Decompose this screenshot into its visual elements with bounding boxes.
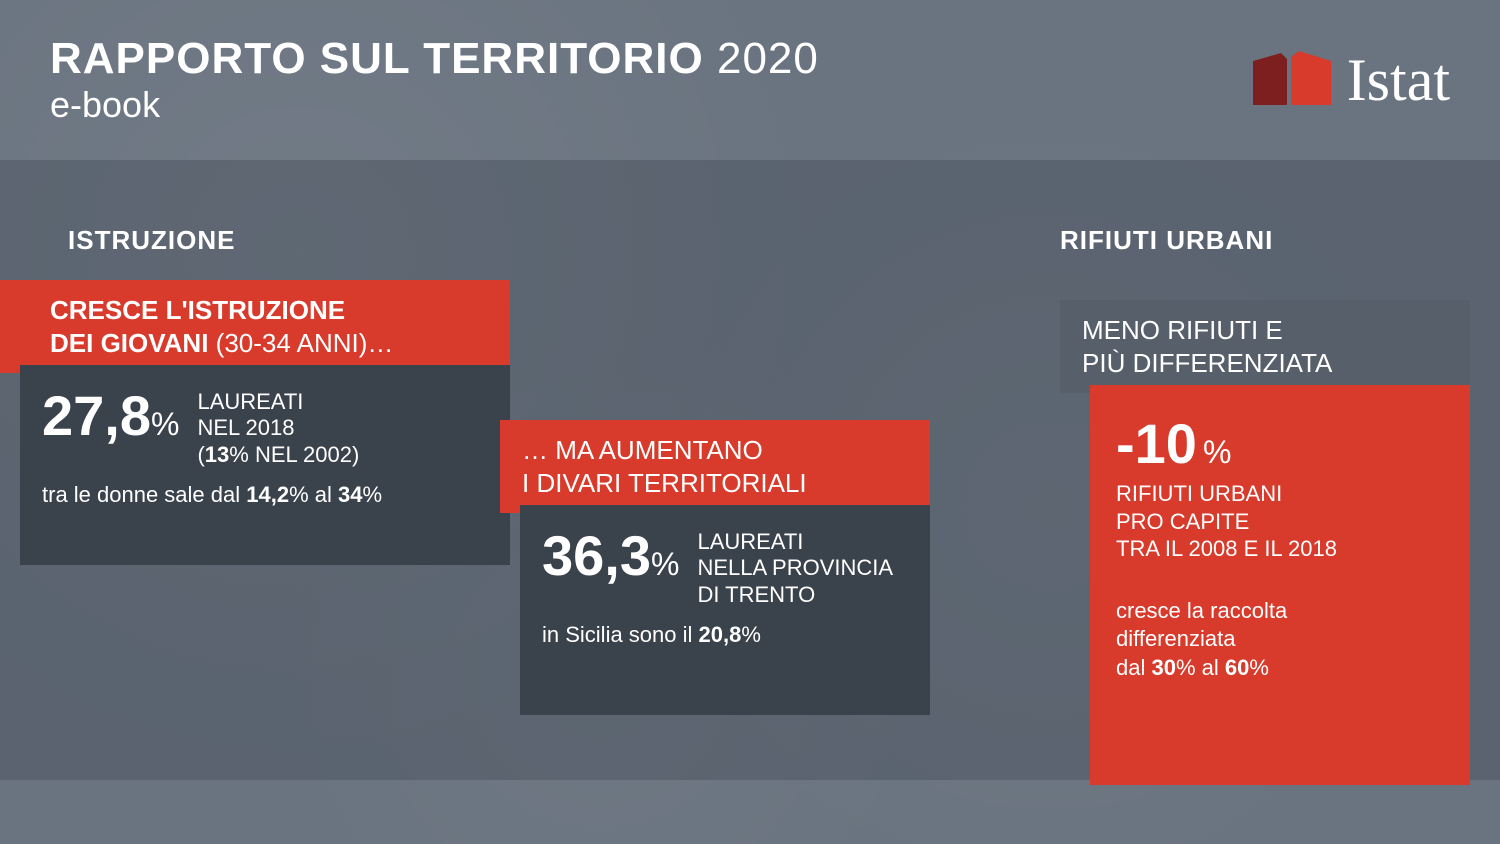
left-stat-d1: LAUREATI	[197, 389, 359, 415]
right-sub: RIFIUTI URBANI PRO CAPITE TRA IL 2008 E …	[1116, 480, 1444, 563]
left-stat-panel: 27,8% LAUREATI NEL 2018 (13% NEL 2002) t…	[20, 365, 510, 565]
middle-stat-panel: 36,3% LAUREATI NELLA PROVINCIA DI TRENTO…	[520, 505, 930, 715]
mid-stat-desc: LAUREATI NELLA PROVINCIA DI TRENTO	[697, 529, 893, 608]
subtitle: e-book	[50, 85, 819, 125]
istat-logo-text: Istat	[1347, 46, 1450, 115]
title-block: RAPPORTO SUL TERRITORIO 2020 e-book	[50, 35, 819, 125]
title-bold: RAPPORTO SUL TERRITORIO	[50, 34, 704, 83]
left-stat-number: 27,8%	[42, 383, 179, 448]
left-red-l2a: DEI GIOVANI	[50, 328, 216, 358]
title-year: 2020	[717, 34, 819, 83]
header: RAPPORTO SUL TERRITORIO 2020 e-book Ista…	[0, 0, 1500, 160]
section-label-istruzione: ISTRUZIONE	[68, 225, 235, 256]
left-stat-d3: (13% NEL 2002)	[197, 442, 359, 468]
page-title: RAPPORTO SUL TERRITORIO 2020	[50, 35, 819, 83]
left-red-headline: CRESCE L'ISTRUZIONE DEI GIOVANI (30-34 A…	[0, 280, 510, 373]
right-foot-l2: differenziata	[1116, 625, 1444, 654]
mid-stat-number: 36,3%	[542, 523, 679, 588]
mid-stat-d1: LAUREATI	[697, 529, 893, 555]
mid-stat-d3: DI TRENTO	[697, 582, 893, 608]
left-red-l2b: (30-34 ANNI)…	[216, 328, 394, 358]
left-stat-value: 27,8	[42, 383, 151, 448]
left-stat-pct: %	[151, 406, 179, 442]
left-stat-desc: LAUREATI NEL 2018 (13% NEL 2002)	[197, 389, 359, 468]
right-sub-l1: RIFIUTI URBANI	[1116, 480, 1444, 508]
mid-stat-d2: NELLA PROVINCIA	[697, 555, 893, 581]
mid-footline: in Sicilia sono il 20,8%	[542, 622, 908, 648]
right-red-panel: -10% RIFIUTI URBANI PRO CAPITE TRA IL 20…	[1090, 385, 1470, 785]
right-grey-headline: MENO RIFIUTI E PIÙ DIFFERENZIATA	[1060, 300, 1470, 393]
mid-stat-line: 36,3% LAUREATI NELLA PROVINCIA DI TRENTO	[542, 523, 908, 608]
middle-red-headline: … MA AUMENTANO I DIVARI TERRITORIALI	[500, 420, 930, 513]
right-grey-l2: PIÙ DIFFERENZIATA	[1082, 347, 1448, 380]
mid-stat-pct: %	[651, 546, 679, 582]
right-foot: cresce la raccolta differenziata dal 30%…	[1116, 597, 1444, 683]
right-stat-pct: %	[1203, 434, 1231, 471]
right-stat-number: -10%	[1116, 411, 1444, 476]
right-grey-l1: MENO RIFIUTI E	[1082, 314, 1448, 347]
left-stat-d2: NEL 2018	[197, 415, 359, 441]
right-sub-l2: PRO CAPITE	[1116, 508, 1444, 536]
mid-red-l1: … MA AUMENTANO	[522, 434, 908, 467]
section-label-rifiuti: RIFIUTI URBANI	[1060, 225, 1273, 256]
left-red-l1: CRESCE L'ISTRUZIONE	[50, 295, 345, 325]
left-stat-line: 27,8% LAUREATI NEL 2018 (13% NEL 2002)	[42, 383, 488, 468]
right-foot-l1: cresce la raccolta	[1116, 597, 1444, 626]
left-footline: tra le donne sale dal 14,2% al 34%	[42, 482, 488, 508]
mid-red-l2: I DIVARI TERRITORIALI	[522, 467, 908, 500]
istat-logo: Istat	[1247, 45, 1450, 115]
mid-stat-value: 36,3	[542, 523, 651, 588]
istat-logo-icon	[1247, 45, 1337, 115]
right-foot-l3: dal 30% al 60%	[1116, 654, 1444, 683]
right-sub-l3: TRA IL 2008 E IL 2018	[1116, 535, 1444, 563]
right-stat-value: -10	[1116, 411, 1197, 476]
infographic-page: RAPPORTO SUL TERRITORIO 2020 e-book Ista…	[0, 0, 1500, 844]
